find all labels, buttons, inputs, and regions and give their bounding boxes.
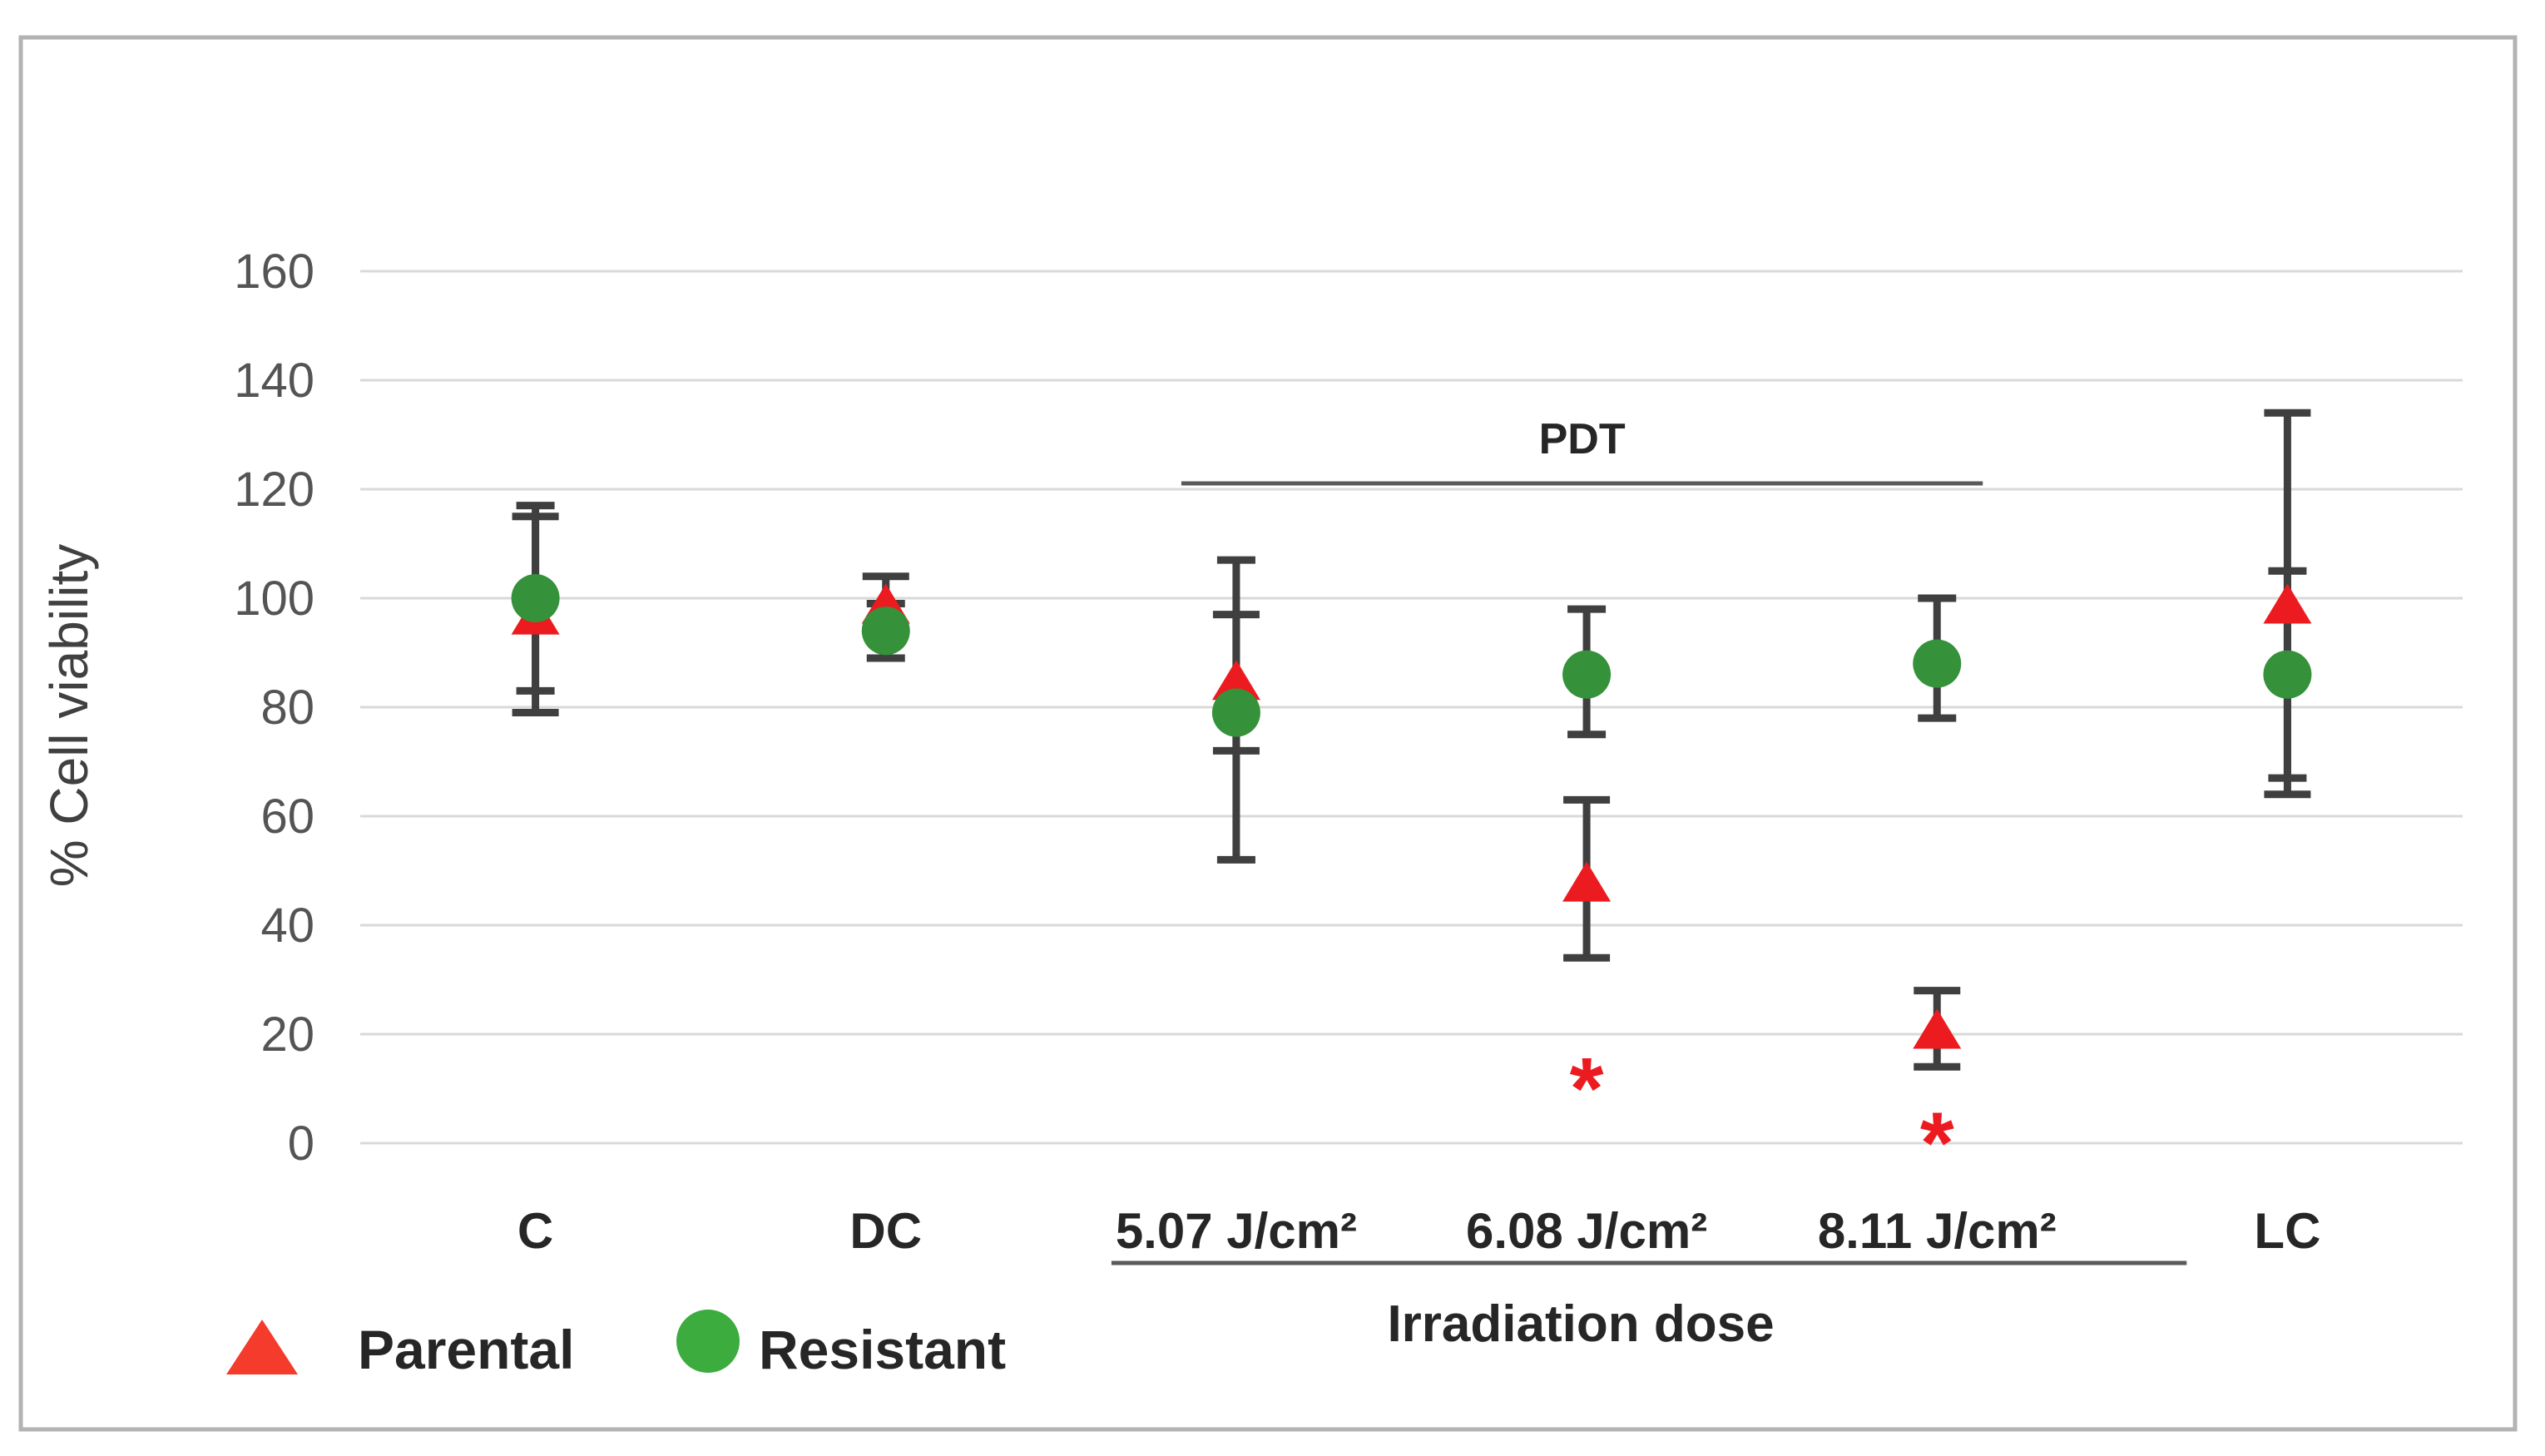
y-tick-label-140: 140 (234, 354, 314, 408)
y-tick-label-100: 100 (234, 572, 314, 626)
legend-resistant-circle-icon (676, 1310, 740, 1373)
figure-border (18, 35, 2518, 1432)
marker-resistant-1 (861, 607, 910, 656)
y-tick-label-120: 120 (234, 463, 314, 517)
y-axis-title: % Cell viability (39, 544, 99, 888)
marker-resistant-2 (1211, 688, 1260, 737)
y-tick-label-60: 60 (260, 790, 314, 844)
marker-parental-3 (1562, 861, 1612, 902)
marker-parental-5 (2263, 583, 2312, 624)
y-tick-label-20: 20 (260, 1008, 314, 1062)
pdt-group-label: PDT (1539, 415, 1626, 463)
marker-resistant-5 (2263, 650, 2312, 699)
y-tick-label-40: 40 (260, 899, 314, 953)
legend-resistant-label: Resistant (759, 1319, 1006, 1380)
x-category-label-4: 8.11 J/cm² (1818, 1203, 2057, 1259)
legend-parental-label: Parental (358, 1319, 574, 1380)
x-category-label-3: 6.08 J/cm² (1466, 1203, 1707, 1259)
x-category-label-5: LC (2254, 1203, 2320, 1259)
x-category-label-2: 5.07 J/cm² (1116, 1203, 1357, 1259)
significance-asterisk-1: * (1920, 1094, 1954, 1191)
x-category-label-1: DC (849, 1203, 922, 1259)
y-tick-label-160: 160 (234, 245, 314, 299)
y-tick-label-0: 0 (288, 1117, 314, 1171)
marker-parental-4 (1913, 1008, 1962, 1049)
x-axis-title: Irradiation dose (1387, 1295, 1774, 1353)
significance-asterisk-0: * (1570, 1040, 1604, 1137)
y-tick-label-80: 80 (260, 681, 314, 735)
marker-resistant-4 (1913, 639, 1962, 688)
marker-resistant-0 (511, 574, 560, 622)
marker-resistant-3 (1562, 650, 1612, 699)
x-category-label-0: C (517, 1203, 553, 1259)
marker-parental-2 (1211, 660, 1260, 701)
legend-parental-triangle-icon (226, 1320, 298, 1374)
